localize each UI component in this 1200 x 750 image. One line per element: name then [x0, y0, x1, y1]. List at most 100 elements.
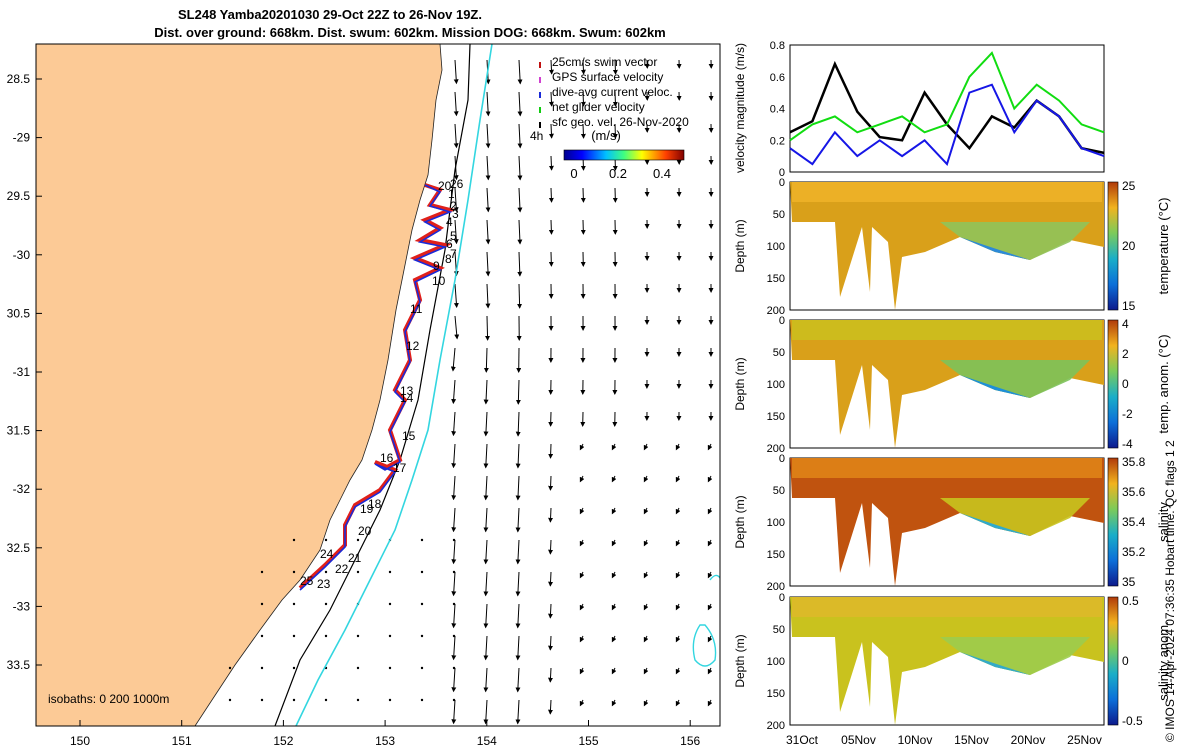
- section-ytick: 0: [779, 315, 785, 327]
- velocity-yticks: 0 0.2 0.4 0.6 0.8: [770, 40, 785, 179]
- day-label: 3: [452, 207, 459, 221]
- velocity-ytick: 0.2: [770, 135, 785, 147]
- day-label: 14: [400, 391, 414, 405]
- section-ytick: 100: [767, 656, 785, 668]
- colorbar-tick: 0: [1122, 377, 1129, 391]
- credit-text: © IMOS 14-Apr-2024 07:36:35 Hobart time.…: [1163, 440, 1177, 742]
- lat-tick-label: -33: [13, 599, 31, 613]
- colorbar-tick: 0.2: [609, 166, 627, 181]
- lon-tick-label: 156: [680, 734, 700, 748]
- section-ytick: 50: [773, 347, 785, 359]
- day-label: 7: [450, 247, 457, 261]
- lat-tick-label: -29: [13, 131, 31, 145]
- colorbar-tick: 15: [1122, 299, 1136, 313]
- section-colorbar: [1107, 596, 1119, 726]
- section-ytick: 150: [767, 273, 785, 285]
- isobaths-label: isobaths: 0 200 1000m: [48, 692, 169, 706]
- section-ytick: 0: [779, 453, 785, 465]
- section-ytick: 50: [773, 485, 785, 497]
- lon-tick-label: 150: [70, 734, 90, 748]
- day-label: 16: [380, 451, 394, 465]
- land-mass: [36, 44, 443, 726]
- velocity-ylabel: velocity magnitude (m/s): [733, 43, 747, 173]
- day-label: 1: [448, 187, 455, 201]
- colorbar-tick: 35: [1122, 575, 1136, 589]
- isobath-1000m-eddy: [692, 574, 720, 667]
- section-ytick: 100: [767, 379, 785, 391]
- time-tick-label: 25Nov: [1067, 733, 1102, 747]
- day-label: 8: [445, 252, 452, 266]
- day-label: 10: [432, 274, 446, 288]
- time-tick-label: 10Nov: [898, 733, 933, 747]
- colorbar-tick: -2: [1122, 407, 1133, 421]
- colorbar-tick: 2: [1122, 347, 1129, 361]
- section-colorbar-label: salinity: [1156, 502, 1171, 542]
- lat-tick-label: -32: [13, 482, 31, 496]
- day-label: 23: [317, 577, 331, 591]
- day-label: 26: [450, 177, 464, 191]
- day-label: 21: [348, 551, 362, 565]
- colorbar-tick: 20: [1122, 239, 1136, 253]
- glider-day-labels: 2012345678910111213141516171819202122232…: [300, 177, 464, 591]
- day-label: 24: [320, 547, 334, 561]
- colorbar-title: (m/s): [591, 128, 621, 143]
- day-label: 22: [335, 562, 349, 576]
- colorbar-tick: 0.4: [653, 166, 671, 181]
- section-ytick: 150: [767, 688, 785, 700]
- day-label: 18: [368, 497, 382, 511]
- section-ylabel: Depth (m): [733, 219, 747, 272]
- day-label: 4: [446, 215, 453, 229]
- section-colorbar-label: temperature (°C): [1156, 198, 1171, 295]
- day-label: 25: [300, 574, 314, 588]
- section-ytick: 0: [779, 177, 785, 189]
- colorbar-tick: 25: [1122, 179, 1136, 193]
- legend-entry: GPS surface velocity: [552, 70, 663, 84]
- colorbar-tick: 35.6: [1122, 485, 1146, 499]
- velocity-ytick: 0.6: [770, 72, 785, 84]
- lat-tick-label: 32.5: [7, 541, 31, 555]
- speed-colorbar: [563, 149, 685, 161]
- isobath-1000m: [295, 44, 493, 726]
- section-panel: Depth (m) 0 50 100 150 200 4 2 0 -2 -4 temp. anom. …: [733, 315, 1171, 455]
- lat-tick-label: 31.5: [7, 424, 31, 438]
- lon-tick-label: 151: [172, 734, 192, 748]
- legend-entry: sfc geo. vel. 26-Nov-2020: [552, 115, 689, 129]
- time-tick-label: 31Oct: [786, 733, 819, 747]
- colorbar-tick: 35.8: [1122, 455, 1146, 469]
- section-colorbar: [1107, 457, 1119, 587]
- glider-track-blue: [299, 184, 453, 591]
- section-ytick: 200: [767, 720, 785, 732]
- legend-entry: net glider velocity: [552, 100, 645, 114]
- day-label: 20: [438, 179, 452, 193]
- time-axis-labels: 31Oct 05Nov 10Nov 15Nov 20Nov 25Nov: [786, 733, 1102, 747]
- section-ytick: 200: [767, 581, 785, 593]
- section-colorbar-label: salinity anom.: [1156, 621, 1171, 700]
- time-tick-label: 20Nov: [1011, 733, 1046, 747]
- section-ylabel: Depth (m): [733, 495, 747, 548]
- section-ytick: 50: [773, 624, 785, 636]
- lat-tick-label: 33.5: [7, 658, 31, 672]
- interval-label: 4h: [530, 129, 543, 143]
- section-panel: Depth (m) 0 50 100 150 200 35.8 35.6 35.4 35.2 35 s…: [733, 453, 1171, 593]
- day-label: 9: [433, 259, 440, 273]
- map-longitude-ticks: 150 151 152 153 154 155 156: [70, 720, 701, 748]
- velocity-ytick: 0: [779, 167, 785, 179]
- day-label: 6: [446, 237, 453, 251]
- lat-tick-label: 28.5: [7, 72, 31, 86]
- lat-tick-label: -30: [13, 248, 31, 262]
- day-label: 11: [410, 302, 423, 316]
- chart-title-line1: SL248 Yamba20201030 29-Oct 22Z to 26-Nov…: [178, 7, 482, 22]
- isobath-200m: [274, 44, 471, 726]
- velocity-panel: 0 0.2 0.4 0.6 0.8 velocity magnitude (m/s): [733, 40, 1105, 179]
- section-ylabel: Depth (m): [733, 634, 747, 687]
- section-ytick: 0: [779, 592, 785, 604]
- lon-tick-label: 153: [375, 734, 395, 748]
- lon-tick-label: 152: [273, 734, 293, 748]
- time-tick-label: 15Nov: [954, 733, 989, 747]
- section-panel: Depth (m) 0 50 100 150 200 0.5 0 -0.5 salinity an…: [733, 592, 1171, 732]
- speed-colorbar-ticks: 0 0.2 0.4: [570, 166, 671, 181]
- legend-entry: dive-avg current veloc.: [552, 85, 673, 99]
- colorbar-tick: 4: [1122, 317, 1129, 331]
- section-ytick: 200: [767, 305, 785, 317]
